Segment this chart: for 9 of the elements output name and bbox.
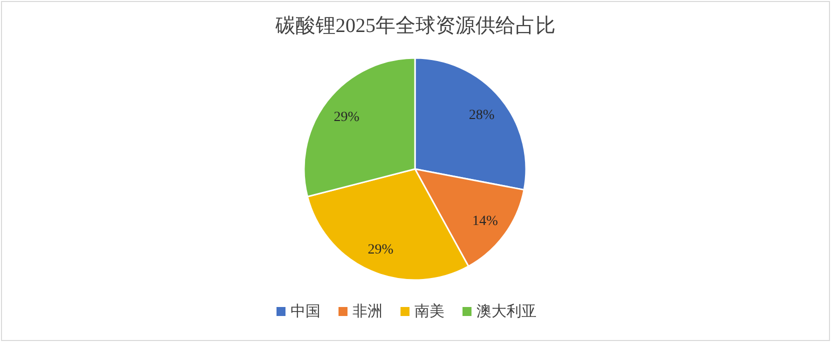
data-label: 28%	[468, 108, 495, 123]
legend-label: 非洲	[352, 303, 382, 320]
legend-label: 南美	[414, 303, 444, 320]
data-label: 29%	[334, 110, 360, 125]
data-label: 14%	[472, 214, 498, 229]
legend-label: 澳大利亚	[476, 303, 536, 320]
chart-title: 碳酸锂2025年全球资源供给占比	[274, 15, 556, 37]
data-label: 29%	[368, 242, 394, 258]
legend-label: 中国	[290, 303, 320, 320]
